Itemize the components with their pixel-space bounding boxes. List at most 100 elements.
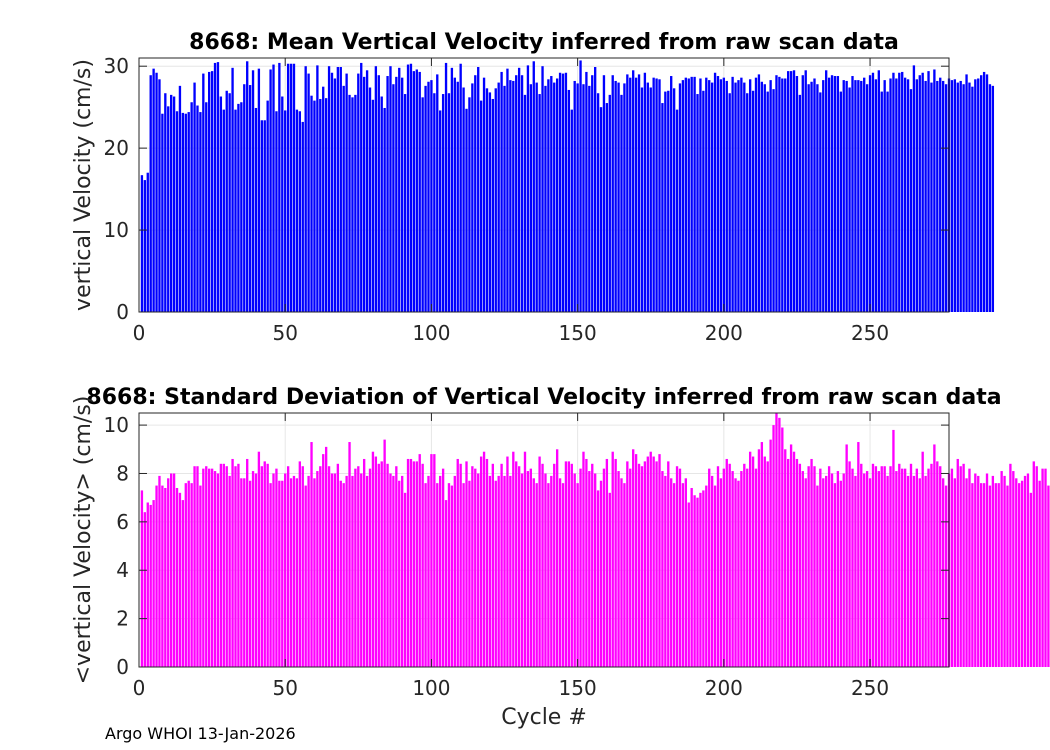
bar — [871, 72, 875, 312]
bar — [418, 71, 421, 313]
plot-area — [139, 58, 949, 312]
bar — [743, 82, 746, 312]
bar — [208, 468, 211, 667]
bar — [210, 468, 214, 667]
bar — [895, 471, 898, 667]
bar — [219, 463, 223, 667]
bar — [301, 466, 304, 667]
bar — [874, 79, 878, 312]
bar — [216, 62, 220, 312]
bar — [746, 468, 749, 667]
bar — [243, 478, 246, 667]
bar — [196, 105, 199, 313]
bar — [646, 456, 649, 667]
bar — [248, 85, 252, 312]
bar — [389, 473, 392, 667]
bar — [696, 94, 699, 312]
bar — [670, 76, 673, 312]
y-tick-label: 20 — [104, 136, 129, 160]
bar — [892, 429, 895, 667]
bar — [324, 98, 328, 313]
bar — [950, 80, 954, 313]
bar — [237, 463, 240, 667]
bar — [523, 451, 527, 667]
bar — [491, 98, 494, 312]
bar — [170, 94, 173, 313]
bar — [871, 463, 875, 667]
bar — [544, 85, 547, 312]
x-tick-label: 0 — [133, 321, 146, 345]
bar — [158, 79, 161, 312]
bar — [383, 107, 386, 312]
bar — [246, 61, 249, 312]
bar — [143, 512, 147, 667]
bar — [681, 483, 685, 667]
bar — [655, 461, 658, 667]
bar — [903, 77, 907, 312]
bar — [225, 90, 228, 313]
bar — [912, 475, 916, 667]
bar — [939, 77, 942, 312]
y-tick-label: 30 — [104, 54, 129, 78]
bar — [845, 444, 848, 667]
bar — [754, 468, 758, 667]
bar — [941, 478, 945, 667]
bar — [863, 77, 866, 312]
bar — [620, 94, 623, 313]
bar — [751, 90, 755, 313]
bar — [848, 461, 851, 667]
bar — [716, 466, 720, 667]
bar — [795, 76, 799, 312]
x-tick-label: 100 — [412, 321, 450, 345]
bar — [231, 458, 234, 667]
bar — [564, 72, 568, 312]
bar — [766, 91, 769, 312]
bar — [927, 71, 930, 312]
bar — [558, 72, 562, 312]
bar — [538, 94, 541, 312]
bar — [190, 483, 193, 667]
bar — [982, 483, 986, 667]
bar — [614, 80, 617, 312]
bar — [649, 87, 652, 312]
bar — [702, 90, 705, 313]
bar — [690, 76, 693, 312]
bar — [152, 68, 155, 313]
bar — [172, 96, 176, 312]
bar — [155, 485, 158, 667]
bar — [447, 483, 451, 667]
bar — [342, 85, 345, 312]
bar — [903, 468, 907, 667]
bar — [819, 92, 822, 312]
bar — [599, 107, 603, 312]
bar — [678, 468, 682, 667]
bar — [365, 70, 369, 312]
bar — [254, 107, 258, 312]
bar — [901, 71, 904, 313]
bar — [953, 79, 957, 312]
bar — [547, 483, 550, 667]
bar — [772, 425, 775, 667]
bar — [576, 483, 579, 667]
bar — [246, 458, 249, 667]
bar — [561, 483, 565, 667]
bar — [801, 471, 804, 667]
bar — [208, 71, 211, 313]
ticks: 0 50 100 150 200 250 0 2 4 6 8 10 — [104, 413, 949, 700]
bar — [965, 478, 968, 667]
bar — [488, 92, 492, 312]
bar — [286, 466, 290, 667]
bar — [161, 485, 164, 667]
bar — [585, 71, 588, 313]
bar — [962, 84, 965, 312]
bar — [699, 492, 702, 667]
bar — [281, 480, 284, 667]
bar — [190, 102, 193, 312]
bar — [985, 74, 989, 312]
bar — [789, 71, 793, 312]
bar — [412, 461, 416, 667]
bar — [199, 112, 202, 312]
bar — [980, 75, 983, 313]
x-tick-label: 0 — [133, 676, 146, 700]
bar — [184, 113, 187, 312]
